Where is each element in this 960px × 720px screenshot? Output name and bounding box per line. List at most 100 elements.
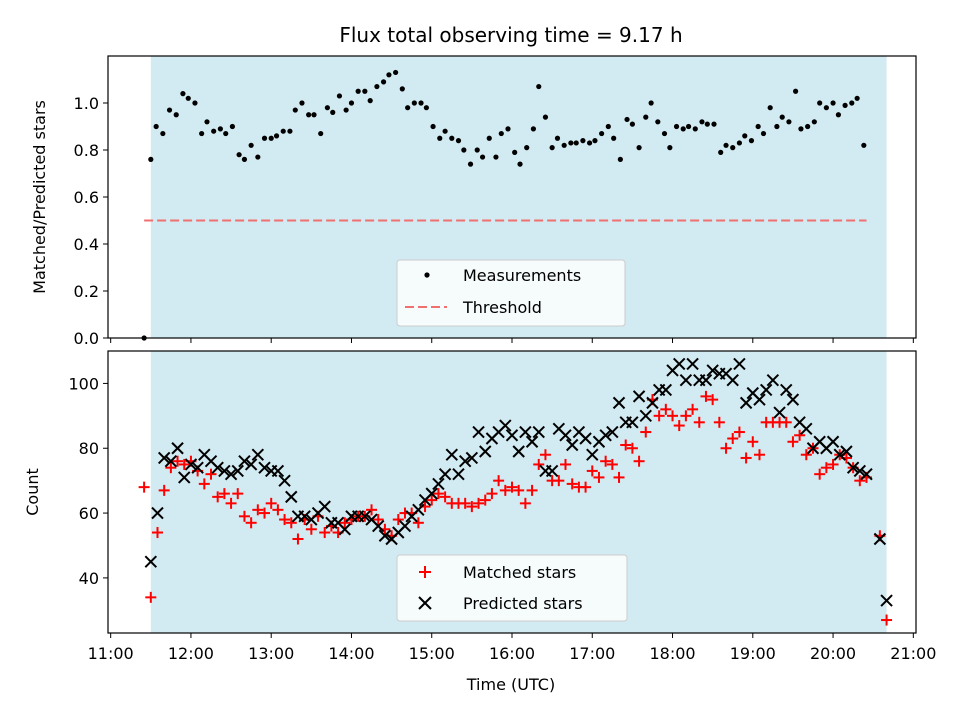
matched-star-point	[412, 517, 424, 529]
matched-stars-points	[138, 390, 893, 626]
matched-star-point	[827, 458, 839, 470]
matched-star-point	[238, 510, 250, 522]
predicted-star-point	[338, 523, 351, 536]
predicted-star-point	[258, 461, 271, 474]
predicted-star-point	[525, 435, 539, 448]
matched-star-point	[700, 390, 712, 402]
matched-star-point	[660, 403, 672, 415]
measurement-point	[192, 100, 198, 106]
matched-star-point	[366, 504, 378, 516]
matched-star-point	[473, 497, 485, 509]
y-tick-label: 0.0	[74, 329, 99, 348]
predicted-star-point	[432, 477, 445, 491]
matched-star-point	[172, 455, 184, 467]
measurement-point	[430, 123, 436, 130]
predicted-star-point	[599, 429, 612, 442]
matched-star-point	[680, 410, 692, 422]
x-axis-ticks	[110, 338, 914, 343]
measurement-point	[786, 119, 792, 125]
matched-star-point	[560, 458, 572, 470]
y-tick-label: 80	[79, 439, 99, 458]
measurement-point	[199, 130, 205, 137]
y-tick-label: 0.8	[74, 141, 99, 160]
matched-star-point	[232, 488, 244, 500]
measurement-point	[418, 100, 424, 106]
measurement-point	[798, 126, 804, 132]
measurement-point	[779, 114, 785, 120]
matched-star-point	[733, 426, 745, 438]
measurement-point	[767, 105, 773, 111]
predicted-star-point	[378, 529, 392, 542]
predicted-star-point	[271, 464, 285, 478]
predicted-star-point	[532, 425, 545, 439]
predicted-star-point	[786, 393, 800, 406]
predicted-star-point	[753, 393, 766, 406]
matched-star-point	[794, 429, 806, 441]
x-tick-label: 16:00	[489, 644, 535, 663]
predicted-star-point	[278, 474, 291, 487]
x-tick-label: 12:00	[168, 644, 214, 663]
measurement-point	[330, 109, 336, 115]
measurement-point	[617, 156, 623, 162]
measurement-point	[292, 107, 298, 113]
matched-star-point	[259, 507, 271, 519]
predicted-star-point	[191, 461, 204, 474]
measurement-point	[311, 112, 317, 118]
measurement-point	[355, 88, 361, 94]
measurement-point	[493, 154, 499, 160]
measurement-point	[261, 135, 268, 141]
measurement-point	[241, 156, 248, 162]
y-tick-label: 100	[68, 374, 99, 393]
predicted-star-point	[398, 519, 412, 533]
measurement-point	[861, 142, 867, 148]
measurement-point	[166, 107, 173, 113]
matched-star-point	[165, 462, 177, 474]
predicted-star-point	[512, 445, 525, 458]
matched-star-point	[272, 504, 284, 516]
matched-star-point	[285, 517, 297, 529]
predicted-star-point	[164, 454, 178, 468]
measurement-point	[661, 130, 668, 137]
matched-star-point	[800, 449, 812, 461]
predicted-star-point	[438, 467, 452, 481]
measurement-point	[586, 140, 593, 146]
x-tick-label: 20:00	[810, 644, 856, 663]
matched-star-point	[218, 488, 230, 500]
predicted-star-point	[458, 454, 472, 468]
measurement-point	[306, 112, 312, 118]
measurement-point	[774, 123, 780, 130]
matched-star-point	[713, 416, 725, 428]
matched-star-point	[593, 471, 605, 483]
matched-star-point	[493, 475, 505, 487]
matched-star-point	[372, 514, 384, 526]
matched-star-point	[486, 488, 498, 500]
measurement-point	[699, 119, 705, 125]
predicted-star-point	[452, 467, 465, 481]
measurement-point	[685, 123, 692, 130]
matched-star-point	[553, 475, 565, 487]
ratio-panel: 0.0 0.2 0.4 0.6 0.8 1.0 Matched/Predicted sta…	[30, 55, 917, 348]
x-axis-label: Time (UTC)	[466, 675, 555, 694]
measurement-point	[730, 145, 736, 151]
measurement-point	[680, 126, 686, 132]
matched-star-point	[432, 488, 444, 500]
measurement-point	[554, 135, 561, 141]
matched-star-point	[539, 449, 551, 461]
x-tick-label: 18:00	[649, 644, 695, 663]
predicted-star-point	[873, 532, 887, 546]
measurement-point	[486, 135, 492, 141]
matched-star-point	[720, 442, 732, 454]
predicted-star-point	[559, 429, 572, 442]
measurement-point	[437, 135, 443, 141]
matched-star-point	[787, 436, 799, 448]
predicted-star-point	[184, 458, 198, 471]
measurement-point	[324, 105, 330, 111]
x-tick-label: 14:00	[328, 644, 374, 663]
measurement-point	[830, 100, 836, 106]
matched-star-point	[392, 514, 404, 526]
chart-title: Flux total observing time = 9.17 h	[339, 23, 682, 47]
predicted-star-point	[465, 451, 479, 465]
measurement-point	[849, 100, 855, 106]
measurement-point	[667, 145, 673, 151]
matched-star-point	[653, 410, 665, 422]
